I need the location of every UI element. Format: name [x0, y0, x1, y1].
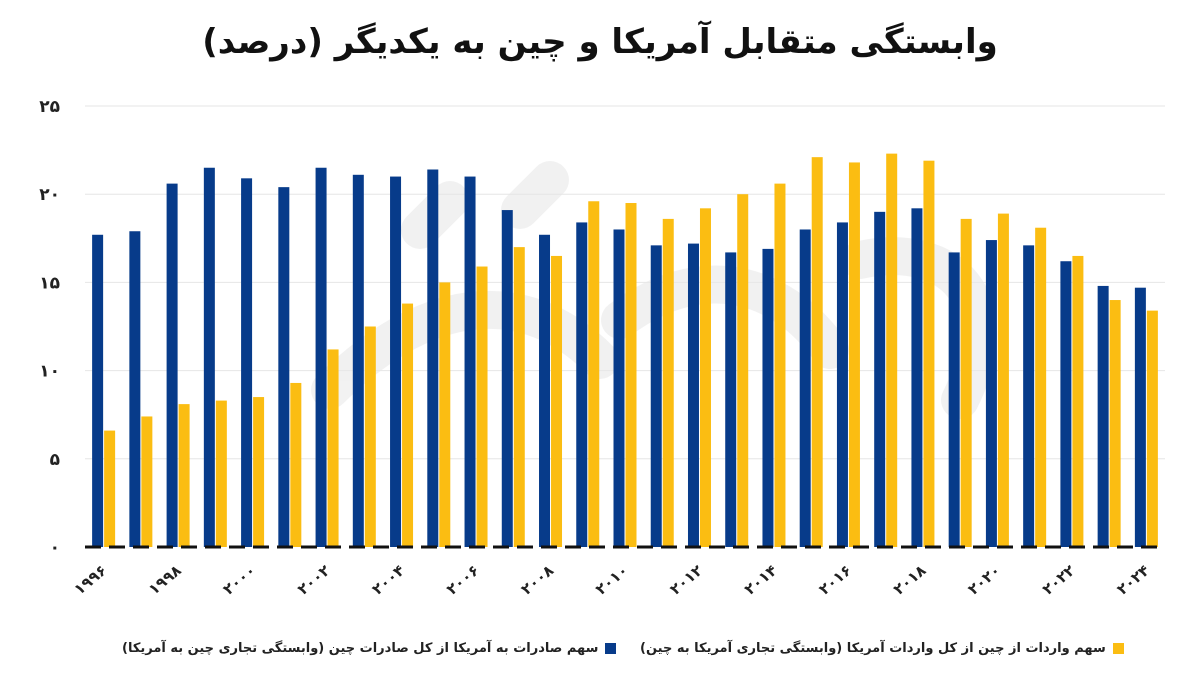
bar-imports: [104, 430, 116, 547]
bar-imports: [997, 213, 1009, 547]
bar-exports: [129, 231, 141, 547]
bar-imports: [1146, 310, 1158, 547]
y-tick-label: ۰: [50, 538, 60, 558]
bar-imports: [625, 203, 637, 547]
bar-exports: [874, 211, 886, 547]
legend-item-imports: سهم واردات از چین از کل واردات آمریکا (و…: [640, 641, 1124, 656]
bar-imports: [551, 255, 563, 547]
bar-exports: [1060, 261, 1072, 547]
x-tick-label: ۲۰۲۲: [1039, 561, 1079, 598]
x-tick-label: ۲۰۰۴: [368, 561, 408, 598]
bar-imports: [588, 201, 600, 548]
y-tick-label: ۵: [50, 450, 60, 470]
legend-swatch-exports: [605, 643, 617, 654]
chart-title: وابستگی متقابل آمریکا و چین به یکدیگر (د…: [202, 22, 998, 62]
bar-exports: [241, 178, 253, 547]
x-tick-label: ۲۰۱۶: [815, 561, 855, 598]
y-tick-label: ۱۰: [39, 362, 60, 382]
bar-imports: [439, 282, 451, 547]
bar-exports: [203, 167, 215, 548]
x-tick-label: ۱۹۹۸: [145, 561, 185, 598]
bar-exports: [501, 210, 513, 548]
bar-exports: [799, 229, 811, 548]
gridlines: [85, 105, 1165, 460]
bar-imports: [960, 218, 972, 547]
bar-imports: [737, 194, 749, 547]
bar-imports: [886, 153, 898, 548]
y-tick-label: ۲۰: [39, 185, 60, 205]
legend-label-exports: سهم صادرات به آمریکا از کل صادرات چین (و…: [122, 641, 599, 656]
bar-imports: [774, 183, 786, 547]
bar-exports: [725, 252, 737, 548]
bar-exports: [92, 234, 104, 547]
x-tick-label: ۲۰۱۰: [592, 561, 632, 598]
x-tick-label: ۲۰۲۰: [964, 561, 1004, 598]
bar-imports: [178, 404, 190, 547]
x-axis-ticks: ۱۹۹۶ ۱۹۹۸ ۲۰۰۰ ۲۰۰۲ ۲۰۰۴ ۲۰۰۶ ۲۰۰۸ ۲۰۱۰ ۲۰۱۲ ۲۰۱۴…: [71, 561, 1153, 598]
x-tick-label: ۲۰۰۸: [517, 561, 557, 598]
bar-exports: [539, 234, 551, 547]
bar-exports: [427, 169, 439, 547]
x-tick-label: ۲۰۰۶: [443, 561, 483, 598]
y-tick-label: ۱۵: [39, 273, 60, 293]
bar-exports: [278, 187, 290, 548]
y-axis-ticks: ۰ ۵ ۱۰ ۱۵ ۲۰ ۲۵: [39, 97, 60, 558]
x-tick-label: ۲۰۱۲: [666, 561, 706, 598]
x-tick-label: ۲۰۱۸: [890, 561, 930, 598]
bar-exports: [352, 174, 364, 547]
bar-exports: [464, 176, 476, 547]
bar-imports: [662, 218, 674, 547]
bar-exports: [166, 183, 178, 547]
bar-exports: [576, 222, 588, 547]
bar-imports: [513, 247, 525, 547]
x-tick-label: ۲۰۰۰: [220, 561, 260, 598]
x-tick-label: ۲۰۲۴: [1113, 561, 1153, 598]
bar-imports: [1035, 227, 1047, 547]
bar-exports: [1097, 285, 1109, 547]
bar-exports: [911, 208, 923, 547]
bar-imports: [1109, 300, 1121, 547]
bar-imports: [253, 397, 265, 547]
bar-exports: [762, 248, 774, 547]
bar-imports: [290, 382, 302, 547]
bar-exports: [390, 176, 402, 547]
bar-exports: [836, 222, 848, 547]
bar-imports: [811, 157, 823, 547]
legend-item-exports: سهم صادرات به آمریکا از کل صادرات چین (و…: [122, 641, 617, 656]
bar-imports: [327, 349, 339, 547]
bar-imports: [215, 400, 227, 547]
bar-imports: [1072, 255, 1084, 547]
x-tick-label: ۲۰۰۲: [294, 561, 334, 598]
bars: [92, 153, 1158, 548]
legend-swatch-imports: [1112, 643, 1124, 654]
bar-exports: [650, 245, 662, 547]
bar-imports: [699, 208, 711, 547]
bar-imports: [141, 416, 153, 547]
bar-imports: [923, 160, 935, 547]
legend-label-imports: سهم واردات از چین از کل واردات آمریکا (و…: [640, 641, 1106, 656]
y-tick-label: ۲۵: [39, 97, 60, 117]
bar-imports: [848, 162, 860, 547]
bar-exports: [687, 243, 699, 548]
bar-imports: [364, 326, 376, 547]
bar-exports: [985, 240, 997, 547]
bar-imports: [402, 303, 414, 547]
x-tick-label: ۲۰۱۴: [741, 561, 781, 598]
bar-exports: [1134, 287, 1146, 547]
bar-exports: [948, 252, 960, 548]
bar-exports: [315, 167, 327, 548]
bar-exports: [1023, 245, 1035, 547]
x-tick-label: ۱۹۹۶: [71, 561, 111, 598]
bar-exports: [613, 229, 625, 548]
bar-imports: [476, 266, 488, 547]
